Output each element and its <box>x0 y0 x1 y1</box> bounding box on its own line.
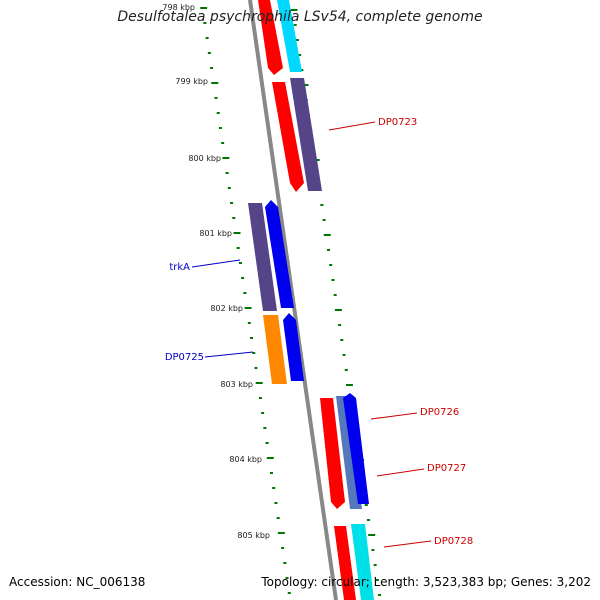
map-title: Desulfotalea psychrophila LSv54, complet… <box>117 9 483 25</box>
gene-arrow[interactable] <box>343 393 369 504</box>
gene-arrow[interactable] <box>351 524 374 600</box>
gene-labels: DP0723 trkA DP0725 DP0726 DP0727 DP0728 <box>165 117 473 547</box>
genome-summary: Topology: circular; Length: 3,523,383 bp… <box>261 575 591 589</box>
tick-label: 804 kbp <box>229 455 262 464</box>
connector-line <box>191 259 241 268</box>
tick-label: 798 kbp <box>162 3 195 12</box>
gene-arrow[interactable] <box>258 0 283 75</box>
gene-arrow[interactable] <box>248 203 277 311</box>
gene-arrow[interactable] <box>283 313 304 381</box>
tick-labels: 798 kbp 799 kbp 800 kbp 801 kbp 802 kbp … <box>162 3 270 540</box>
gene-arrow[interactable] <box>334 526 356 600</box>
gene-arrow[interactable] <box>320 398 345 509</box>
label-connectors <box>191 121 432 548</box>
gene-arrow[interactable] <box>265 200 294 308</box>
tick-label: 802 kbp <box>210 304 243 313</box>
gene-arrow[interactable] <box>263 315 287 384</box>
gene-arrow[interactable] <box>272 82 304 192</box>
tick-label: 801 kbp <box>199 229 232 238</box>
gene-arrow[interactable] <box>290 78 322 191</box>
gene-label-dp0726[interactable]: DP0726 <box>420 407 459 418</box>
gene-features <box>248 0 374 600</box>
tick-label: 799 kbp <box>175 77 208 86</box>
connector-line <box>328 121 376 131</box>
gene-arrow[interactable] <box>277 0 302 72</box>
tick-label: 805 kbp <box>237 531 270 540</box>
gene-label-dp0723[interactable]: DP0723 <box>378 117 417 128</box>
gene-label-trka[interactable]: trkA <box>169 262 190 273</box>
tick-label: 803 kbp <box>220 380 253 389</box>
gene-label-dp0728[interactable]: DP0728 <box>434 536 473 547</box>
tick-label: 800 kbp <box>188 154 221 163</box>
gene-label-dp0727[interactable]: DP0727 <box>427 463 466 474</box>
connector-line <box>370 412 418 420</box>
genome-backbone <box>248 0 338 600</box>
connector-line <box>383 540 432 548</box>
connector-line <box>376 468 425 477</box>
connector-line <box>204 351 254 358</box>
gene-label-dp0725[interactable]: DP0725 <box>165 352 204 363</box>
accession-label: Accession: NC_006138 <box>9 575 146 589</box>
